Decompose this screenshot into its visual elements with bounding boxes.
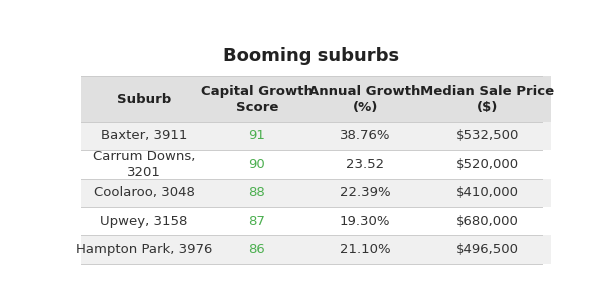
Text: Median Sale Price
($): Median Sale Price ($): [421, 84, 555, 114]
Bar: [424, 207, 551, 235]
Text: 88: 88: [249, 186, 265, 199]
Bar: [81, 150, 208, 178]
Bar: [424, 178, 551, 207]
Bar: [208, 122, 307, 150]
Bar: [307, 150, 424, 178]
Text: $496,500: $496,500: [456, 243, 519, 256]
Text: Capital Growth
Score: Capital Growth Score: [201, 84, 313, 114]
Text: 19.30%: 19.30%: [340, 214, 390, 228]
Bar: [208, 235, 307, 264]
Bar: [424, 150, 551, 178]
Bar: [208, 150, 307, 178]
Text: $520,000: $520,000: [456, 158, 519, 171]
Bar: [307, 235, 424, 264]
Text: 91: 91: [248, 130, 265, 142]
Text: Suburb: Suburb: [117, 93, 171, 106]
Text: 21.10%: 21.10%: [340, 243, 390, 256]
Bar: [81, 207, 208, 235]
Text: Hampton Park, 3976: Hampton Park, 3976: [76, 243, 212, 256]
Bar: [424, 122, 551, 150]
Text: 86: 86: [249, 243, 265, 256]
Text: 23.52: 23.52: [346, 158, 384, 171]
Text: Coolaroo, 3048: Coolaroo, 3048: [93, 186, 194, 199]
Bar: [307, 76, 424, 122]
Bar: [208, 178, 307, 207]
Bar: [424, 235, 551, 264]
Text: Annual Growth
(%): Annual Growth (%): [310, 84, 421, 114]
Text: 22.39%: 22.39%: [340, 186, 390, 199]
Bar: [307, 207, 424, 235]
Text: Booming suburbs: Booming suburbs: [223, 47, 399, 65]
Text: 87: 87: [248, 214, 265, 228]
Text: Baxter, 3911: Baxter, 3911: [101, 130, 188, 142]
Bar: [81, 235, 208, 264]
Text: $680,000: $680,000: [456, 214, 519, 228]
Bar: [208, 76, 307, 122]
Text: 38.76%: 38.76%: [340, 130, 390, 142]
Text: $410,000: $410,000: [456, 186, 519, 199]
Text: 90: 90: [249, 158, 265, 171]
Bar: [81, 122, 208, 150]
Bar: [208, 207, 307, 235]
Text: $532,500: $532,500: [456, 130, 519, 142]
Bar: [307, 122, 424, 150]
Text: Upwey, 3158: Upwey, 3158: [100, 214, 188, 228]
Text: Carrum Downs,
3201: Carrum Downs, 3201: [93, 150, 195, 179]
Bar: [307, 178, 424, 207]
Bar: [81, 178, 208, 207]
Bar: [424, 76, 551, 122]
Bar: [81, 76, 208, 122]
